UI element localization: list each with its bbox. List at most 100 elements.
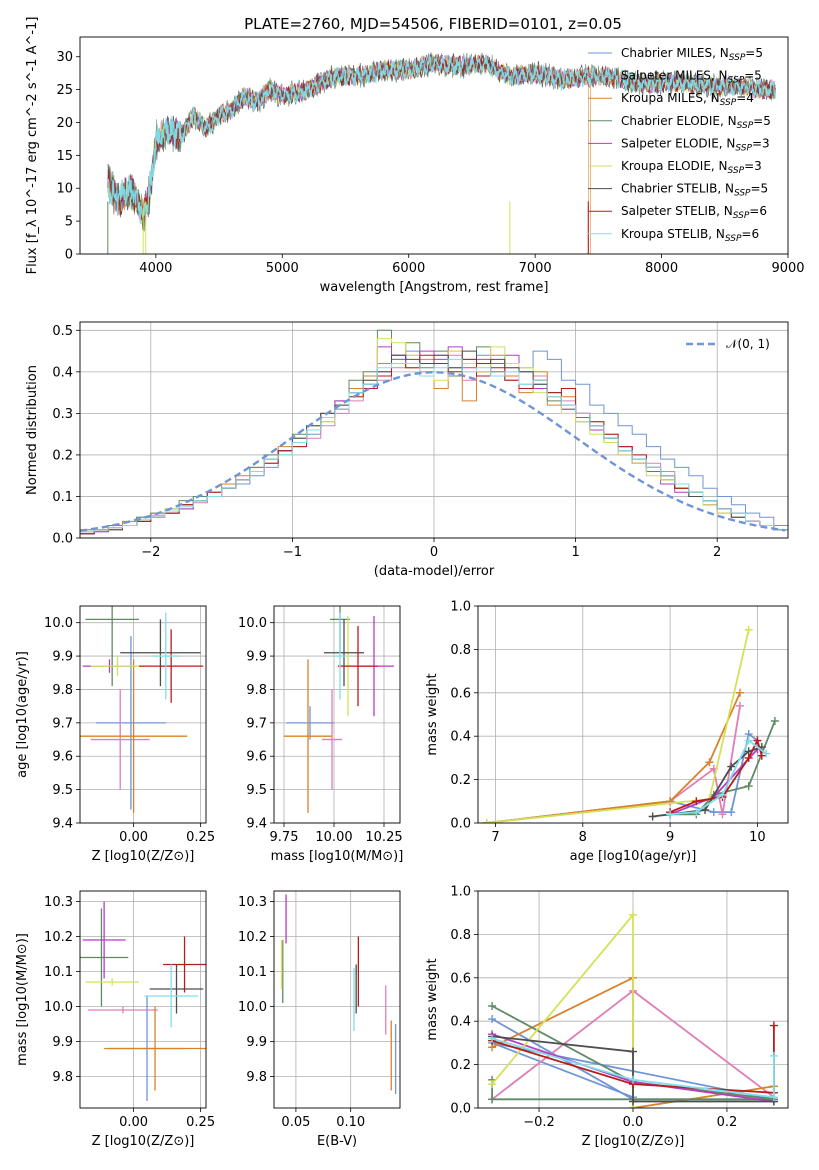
weight-point [482, 819, 491, 823]
y-tick-label: 15 [56, 149, 73, 164]
mass-age-x-label: mass [log10(M/M⊙)] [271, 849, 404, 864]
histogram-series-8 [80, 358, 788, 538]
y-tick-label: 0.4 [450, 730, 471, 745]
mass-age-grid [274, 606, 400, 824]
y-tick-label: 0.6 [450, 686, 471, 701]
y-tick-label: 9.6 [52, 750, 73, 765]
spectrum-panel: 4000 5000 6000 7000 8000 9000 0 5 10 15 20 25 30 wave… [25, 17, 805, 295]
z-mass-panel: 0.00 0.25 9.8 9.9 10.0 10.1 10.2 10.3 Z [log10(Z… [15, 890, 215, 1149]
y-tick-label: 9.8 [52, 1070, 73, 1085]
z-mass-y-label: mass [log10(M/M⊙)] [15, 933, 30, 1066]
x-tick-label: −0.2 [523, 1115, 555, 1130]
legend-entry: Salpeter MILES, NSSP=5 [621, 69, 762, 86]
y-tick-label: 9.8 [246, 683, 267, 698]
y-tick-label: 0.2 [52, 448, 73, 463]
y-tick-label: 10.0 [238, 616, 267, 631]
z-weight-panel: −0.2 0.0 0.2 0.0 0.2 0.4 0.6 0.8 1.0 Z [log10(Z/Z… [425, 885, 789, 1149]
y-tick-label: 0.0 [52, 532, 73, 547]
x-tick-label: 0.05 [281, 1115, 310, 1130]
weight-point [744, 625, 753, 634]
x-tick-label: 8 [579, 830, 587, 845]
y-tick-label: 0 [65, 248, 73, 263]
legend-subscript: SSP [735, 143, 752, 153]
y-tick-label: 10 [56, 182, 73, 197]
y-tick-label: 9.9 [246, 650, 267, 665]
y-tick-label: 10.0 [44, 616, 73, 631]
age-weight-panel: 7 8 9 10 0.0 0.2 0.4 0.6 0.8 1.0 age [log10(age/yr… [425, 600, 789, 864]
y-tick-label: 9.5 [52, 783, 73, 798]
legend-count: =3 [744, 159, 762, 173]
ebv-mass-x-label: E(B-V) [317, 1134, 357, 1149]
legend-subscript: SSP [728, 76, 745, 86]
y-tick-label: 10.0 [238, 1000, 267, 1015]
x-tick-label: 9.75 [270, 830, 299, 845]
ebv-mass-frame [273, 890, 401, 1109]
legend-subscript: SSP [737, 121, 754, 131]
z-age-grid [80, 606, 206, 824]
spectrum-y-label: Flux [f_λ 10^-17 erg cm^-2 s^-1 A^-1] [25, 17, 40, 275]
figure-title: PLATE=2760, MJD=54506, FIBERID=0101, z=0… [244, 15, 622, 33]
legend-subscript: SSP [734, 189, 751, 199]
y-tick-label: 20 [56, 116, 73, 131]
weight-point [488, 1034, 497, 1043]
legend-entry: Salpeter STELIB, NSSP=6 [621, 204, 767, 221]
z-mass-grid [80, 891, 206, 1108]
y-tick-label: 25 [56, 83, 73, 98]
legend-subscript: SSP [729, 53, 746, 63]
z-age-panel: 0.00 0.25 9.4 9.5 9.6 9.7 9.8 9.9 10.0 Z [log10(Z… [15, 605, 215, 864]
x-tick-label: 0.10 [336, 1115, 365, 1130]
age-weight-y-label: mass weight [425, 673, 440, 755]
legend-count: =6 [741, 227, 759, 241]
y-tick-label: 0.4 [52, 365, 73, 380]
y-tick-label: 9.4 [52, 817, 73, 832]
y-tick-label: 9.7 [246, 716, 267, 731]
y-tick-label: 9.5 [246, 783, 267, 798]
z-weight-plot-area [488, 910, 778, 1108]
y-tick-label: 0.0 [450, 817, 471, 832]
y-tick-label: 10.3 [44, 895, 73, 910]
age-weight-grid [478, 605, 788, 824]
residuals-panel: −2 −1 0 1 2 0.0 0.1 0.2 0.3 0.4 0.5 (data-model)/er… [25, 321, 789, 579]
weight-line-8 [491, 1037, 775, 1099]
y-tick-label: 0.8 [450, 928, 471, 943]
z-age-x-label: Z [log10(Z/Z⊙)] [92, 849, 195, 864]
y-tick-label: 10.2 [238, 930, 267, 945]
weight-point [753, 736, 762, 745]
weight-point [762, 749, 771, 758]
y-tick-label: 9.9 [246, 1035, 267, 1050]
legend-subscript: SSP [725, 234, 742, 244]
weight-point [629, 1047, 637, 1056]
weight-point [718, 790, 727, 799]
weight-point [744, 736, 753, 745]
x-tick-label: 0.2 [717, 1115, 738, 1130]
legend-count: =5 [744, 69, 762, 83]
weight-point [757, 751, 766, 760]
weight-point [648, 812, 657, 821]
mass-age-plot-area [284, 606, 394, 813]
weight-point [488, 1080, 497, 1089]
y-tick-label: 9.9 [52, 1035, 73, 1050]
y-tick-label: 5 [65, 215, 73, 230]
legend-count: =6 [749, 204, 767, 218]
legend-entry: Salpeter ELODIE, NSSP=3 [621, 136, 770, 153]
x-tick-label: 10.00 [315, 830, 352, 845]
legend-count: =5 [753, 114, 771, 128]
x-tick-label: 4000 [139, 261, 172, 276]
x-tick-label: 2 [713, 545, 721, 560]
legend-subscript: SSP [733, 211, 750, 221]
weight-point [629, 1097, 637, 1106]
legend-subscript: SSP [728, 166, 745, 176]
ebv-mass-grid [274, 891, 400, 1108]
x-tick-label: 7000 [519, 261, 552, 276]
weight-point [629, 910, 637, 919]
weight-point [727, 808, 736, 817]
mass-age-frame [273, 605, 401, 824]
weight-point [769, 1051, 778, 1060]
z-age-plot-area [80, 606, 204, 813]
weight-point [488, 1015, 497, 1024]
weight-line-1 [486, 705, 741, 823]
y-tick-label: 1.0 [450, 885, 471, 900]
x-tick-label: 0.00 [119, 830, 148, 845]
